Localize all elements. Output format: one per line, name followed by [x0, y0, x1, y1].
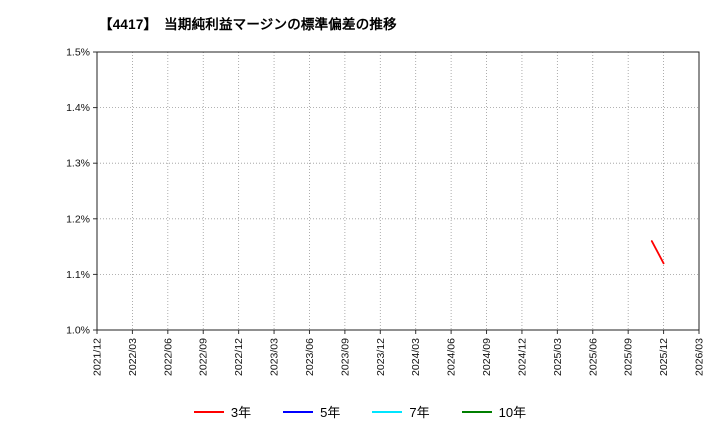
x-tick-label: 2025/03	[552, 338, 564, 376]
legend-line-swatch	[372, 410, 403, 413]
legend-label: 5年	[320, 405, 341, 420]
x-tick-label: 2025/09	[623, 338, 635, 376]
x-tick-label: 2026/03	[694, 338, 706, 376]
x-tick-label: 2024/06	[446, 338, 458, 376]
x-tick-label: 2023/12	[375, 338, 387, 376]
x-tick-label: 2022/12	[233, 338, 245, 376]
x-tick-label: 2024/12	[516, 338, 528, 376]
legend-label: 3年	[230, 405, 252, 420]
x-tick-label: 2023/09	[339, 338, 351, 376]
x-tick-label: 2025/12	[658, 338, 670, 376]
y-tick-label: 1.2%	[66, 213, 90, 225]
x-tick-label: 2021/12	[92, 338, 104, 376]
y-tick-label: 1.1%	[66, 269, 90, 281]
legend-item: 3年	[193, 402, 252, 421]
plot-border	[96, 51, 700, 331]
x-tick-label: 2023/03	[269, 338, 281, 376]
legend-label: 7年	[409, 405, 430, 420]
x-tick-label: 2024/03	[410, 338, 422, 376]
legend-item: 5年	[283, 402, 340, 421]
x-tick-label: 2025/06	[587, 338, 599, 376]
legend-line-swatch	[193, 410, 224, 413]
chart-legend: 3年 5年 7年 10年	[0, 402, 720, 421]
line-chart: 2021/12 2022/03 2022/06 2022/09 2022/12 2023/…	[66, 47, 706, 376]
x-tick-label: 2022/06	[162, 338, 174, 376]
chart-title: 【4417】 当期純利益マージンの標準偏差の推移	[99, 17, 397, 32]
legend-label: 10年	[498, 405, 527, 420]
legend-item: 7年	[372, 402, 430, 421]
series-line	[650, 240, 665, 265]
y-tick-label: 1.4%	[66, 102, 90, 114]
y-tick-label: 1.5%	[66, 47, 90, 59]
legend-item: 10年	[461, 402, 527, 421]
x-tick-label: 2024/09	[481, 338, 493, 376]
y-tick-label: 1.0%	[66, 325, 90, 337]
x-tick-label: 2022/09	[198, 338, 210, 376]
x-tick-label: 2023/06	[304, 338, 316, 376]
x-tick-label: 2022/03	[127, 338, 139, 376]
legend-line-swatch	[283, 410, 314, 413]
legend-line-swatch	[461, 410, 492, 413]
y-tick-label: 1.3%	[66, 158, 90, 170]
